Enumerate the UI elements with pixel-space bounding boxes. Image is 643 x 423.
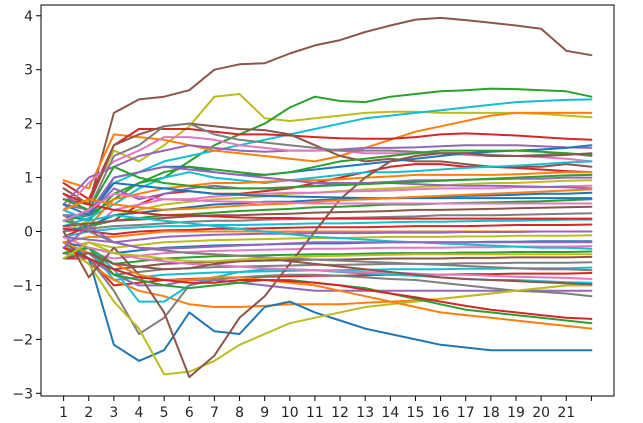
x-tick-label: 5 xyxy=(160,405,169,421)
series-line-1 xyxy=(62,16,593,206)
series-line-53 xyxy=(62,241,593,263)
y-tick-label: 1 xyxy=(24,171,33,187)
x-tick-label: 3 xyxy=(109,405,118,421)
x-tick-label: 6 xyxy=(185,405,194,421)
y-tick-label: 2 xyxy=(24,117,33,133)
y-tick-label: 4 xyxy=(24,9,33,25)
series-line-48 xyxy=(62,182,593,217)
y-tick-label: 0 xyxy=(24,225,33,241)
x-tick-label: 11 xyxy=(306,405,324,421)
x-tick-label: 21 xyxy=(557,405,575,421)
plot-frame xyxy=(40,4,615,397)
series-line-56 xyxy=(62,192,593,222)
x-tick-label: 16 xyxy=(432,405,450,421)
x-tick-label: 7 xyxy=(210,405,219,421)
series-line-24 xyxy=(62,223,593,236)
x-tick-label: 1 xyxy=(59,405,68,421)
series-lines xyxy=(62,16,593,379)
x-tick-label: 9 xyxy=(260,405,269,421)
x-tick-label: 12 xyxy=(331,405,349,421)
series-line-23 xyxy=(62,218,593,238)
series-line-19 xyxy=(62,191,593,233)
series-line-6 xyxy=(62,128,593,201)
series-line-39 xyxy=(62,241,593,362)
series-line-52 xyxy=(62,192,593,220)
series-line-15 xyxy=(62,171,593,228)
y-tick-label: −1 xyxy=(12,278,33,294)
y-tick-label: −2 xyxy=(12,332,33,348)
x-tick-label: 18 xyxy=(482,405,500,421)
y-tick-label: −3 xyxy=(12,386,33,402)
series-line-44 xyxy=(62,246,593,320)
x-tick-label: 13 xyxy=(356,405,374,421)
x-tick-label: 8 xyxy=(235,405,244,421)
x-tick-label: 20 xyxy=(532,405,550,421)
x-tick-label: 19 xyxy=(507,405,525,421)
series-line-41 xyxy=(62,152,593,379)
series-line-54 xyxy=(62,188,593,211)
x-tick-label: 2 xyxy=(84,405,93,421)
series-line-38 xyxy=(62,246,593,335)
series-line-26 xyxy=(62,230,593,244)
series-line-49 xyxy=(62,165,593,211)
series-line-20 xyxy=(62,198,593,228)
series-line-40 xyxy=(62,246,593,376)
y-tick-label: 3 xyxy=(24,63,33,79)
series-line-51 xyxy=(62,208,593,250)
series-line-36 xyxy=(62,252,593,292)
series-line-14 xyxy=(62,160,593,228)
x-tick-label: 17 xyxy=(457,405,475,421)
series-line-46 xyxy=(62,252,593,286)
x-tick-label: 10 xyxy=(281,405,299,421)
series-line-4 xyxy=(62,98,593,222)
series-line-45 xyxy=(62,235,593,280)
series-line-12 xyxy=(62,149,593,222)
series-line-5 xyxy=(62,111,593,190)
series-line-18 xyxy=(62,184,593,233)
axes xyxy=(36,4,615,401)
series-line-55 xyxy=(62,225,593,250)
series-line-47 xyxy=(62,165,593,214)
x-tick-label: 15 xyxy=(407,405,425,421)
x-tick-label: 4 xyxy=(135,405,144,421)
x-tick-label: 14 xyxy=(381,405,399,421)
series-line-43 xyxy=(62,241,593,330)
